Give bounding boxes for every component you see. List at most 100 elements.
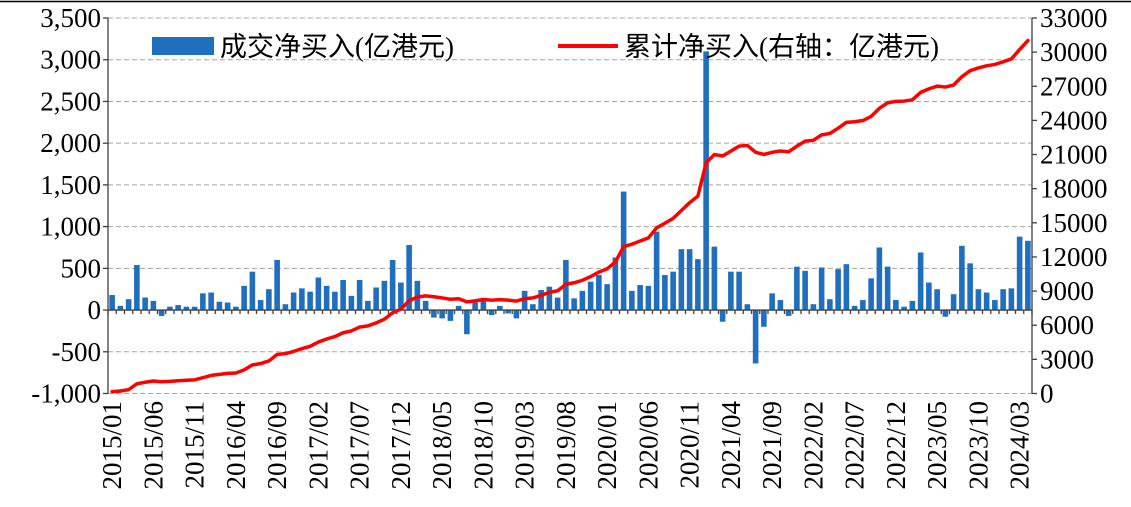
net-buy-bar-2023-08 [959, 245, 965, 311]
net-buy-bar-2022-12 [893, 300, 899, 311]
net-buy-bar-2017-02 [315, 277, 322, 311]
legend-line-label: 累计净买入(右轴：亿港元) [624, 32, 939, 62]
x-axis-tick-label: 2020/01 [592, 401, 622, 490]
x-axis-tick-label: 2022/12 [881, 401, 911, 490]
x-axis-tick-label: 2023/05 [922, 401, 952, 490]
left-axis-tick-label: 3,500 [40, 3, 101, 33]
net-buy-bar-2021-06 [744, 304, 751, 311]
net-buy-bar-2018-11 [488, 310, 495, 316]
net-buy-bar-2019-12 [596, 275, 602, 311]
right-axis-tick-label: 33000 [1040, 3, 1108, 33]
net-buy-bar-2017-04 [332, 291, 338, 311]
net-buy-bars [109, 51, 1031, 364]
net-buy-bar-2019-04 [530, 304, 536, 311]
net-buy-bar-2015-05 [142, 297, 148, 311]
x-axis-tick-label: 2015/11 [180, 401, 210, 489]
net-buy-bar-2015-07 [158, 310, 165, 316]
net-buy-bar-2016-06 [249, 271, 256, 311]
net-buy-bar-2015-09 [175, 305, 181, 311]
net-buy-bar-2020-02 [612, 257, 619, 311]
net-buy-bar-2024-01 [1000, 289, 1006, 311]
legend-bar-swatch [152, 37, 214, 55]
right-axis-tick-label: 15000 [1040, 208, 1108, 238]
left-axis-tick-label: 3,000 [40, 45, 101, 75]
net-buy-bar-2021-11 [785, 310, 792, 316]
x-axis-tick-label: 2023/10 [963, 401, 993, 490]
net-buy-bar-2017-08 [365, 300, 371, 311]
net-buy-bar-2015-08 [167, 306, 173, 311]
net-buy-bar-2023-12 [992, 300, 998, 311]
x-axis-tick-label: 2020/11 [675, 401, 705, 489]
x-axis-tick-label: 2021/04 [716, 401, 746, 490]
left-axis-tick-label: -500 [52, 337, 102, 367]
net-buy-bar-2022-07 [851, 305, 858, 311]
net-buy-bar-2016-10 [282, 304, 289, 311]
right-y-axis-labels: 0 3000 6000 9000 12000 15000 18000 21000 24000 27… [1040, 3, 1108, 409]
net-buy-bar-2016-09 [274, 259, 280, 311]
net-buy-bar-2021-02 [711, 246, 718, 311]
net-buy-bar-2020-05 [637, 285, 643, 311]
left-axis-tick-label: 1,500 [40, 170, 101, 200]
net-buy-bar-2015-01 [109, 295, 115, 311]
right-axis-tick-label: 27000 [1040, 71, 1108, 101]
net-buy-bar-2021-03 [719, 310, 726, 322]
net-buy-bar-2015-10 [183, 306, 190, 311]
net-buy-bar-2023-09 [967, 263, 973, 311]
net-buy-bar-2017-06 [348, 295, 355, 311]
x-axis-tick-label: 2016/04 [221, 401, 251, 490]
left-y-axis-labels: -1,000 -500 0 500 1,000 1,500 2,000 2,500 3,000 3… [31, 3, 101, 409]
net-buy-bar-2021-04 [728, 271, 734, 311]
net-buy-bar-2020-06 [645, 285, 652, 311]
net-buy-bar-2019-11 [587, 281, 594, 311]
net-buy-bar-2017-07 [356, 280, 363, 311]
left-axis-tick-label: 500 [61, 253, 102, 283]
net-buy-bar-2016-05 [241, 285, 247, 311]
net-buy-bar-2019-05 [538, 290, 544, 311]
right-axis-tick-label: 12000 [1040, 242, 1108, 272]
net-buy-bar-2021-07 [752, 310, 759, 364]
net-buy-bar-2017-09 [373, 287, 379, 311]
left-axis-tick-label: 2,000 [40, 128, 101, 158]
net-buy-bar-2015-11 [191, 306, 198, 311]
net-buy-bar-2022-01 [802, 270, 808, 311]
net-buy-bar-2023-11 [983, 292, 990, 311]
net-buy-bar-2022-03 [818, 267, 825, 311]
net-buy-bar-2020-12 [695, 259, 701, 311]
net-buy-bar-2018-06 [447, 310, 454, 321]
left-axis-tick-label: 0 [88, 295, 102, 325]
net-buy-bar-2016-04 [233, 306, 239, 311]
net-buy-bar-2016-02 [216, 301, 223, 311]
net-buy-bar-2021-12 [794, 266, 800, 311]
net-buy-bar-2015-04 [134, 264, 140, 311]
x-axis-tick-label: 2016/09 [262, 401, 292, 490]
net-buy-bar-2018-12 [497, 305, 503, 311]
net-buy-bar-2021-08 [761, 310, 767, 327]
cumulative-net-buy-line [110, 38, 1030, 394]
legend: 成交净买入(亿港元) 累计净买入(右轴：亿港元) [152, 32, 939, 62]
net-buy-bar-2022-02 [810, 304, 817, 311]
net-buy-bar-2015-12 [200, 293, 206, 311]
x-axis-tick-label: 2017/07 [345, 401, 375, 490]
x-axis-tick-label: 2017/02 [303, 401, 333, 490]
net-buy-bar-2019-09 [571, 298, 577, 311]
net-buy-bar-2018-10 [480, 299, 487, 311]
net-buy-bar-2021-09 [769, 293, 775, 311]
x-axis-tick-label: 2017/12 [386, 401, 416, 490]
net-buy-bar-2020-04 [629, 290, 635, 311]
net-buy-bar-2017-01 [307, 291, 313, 311]
net-buy-bar-2020-09 [670, 271, 676, 311]
net-buy-bar-2018-03 [422, 300, 429, 311]
right-axis-tick-label: 18000 [1040, 174, 1108, 204]
right-axis-tick-label: 6000 [1040, 310, 1094, 340]
left-axis-tick-label: 1,000 [40, 212, 101, 242]
x-axis-tick-label: 2019/08 [551, 401, 581, 490]
net-buy-bar-2015-06 [150, 300, 157, 311]
net-buy-bar-2017-12 [398, 282, 404, 311]
net-buy-bar-2018-09 [472, 302, 478, 311]
net-buy-bar-2024-04 [1025, 240, 1031, 311]
x-axis-tick-label: 2018/05 [427, 401, 457, 490]
x-axis-tick-label: 2019/03 [510, 401, 540, 490]
net-buy-bar-2022-05 [835, 269, 841, 311]
x-axis-tick-label: 2020/06 [633, 401, 663, 490]
net-buy-bar-2023-01 [901, 306, 907, 311]
